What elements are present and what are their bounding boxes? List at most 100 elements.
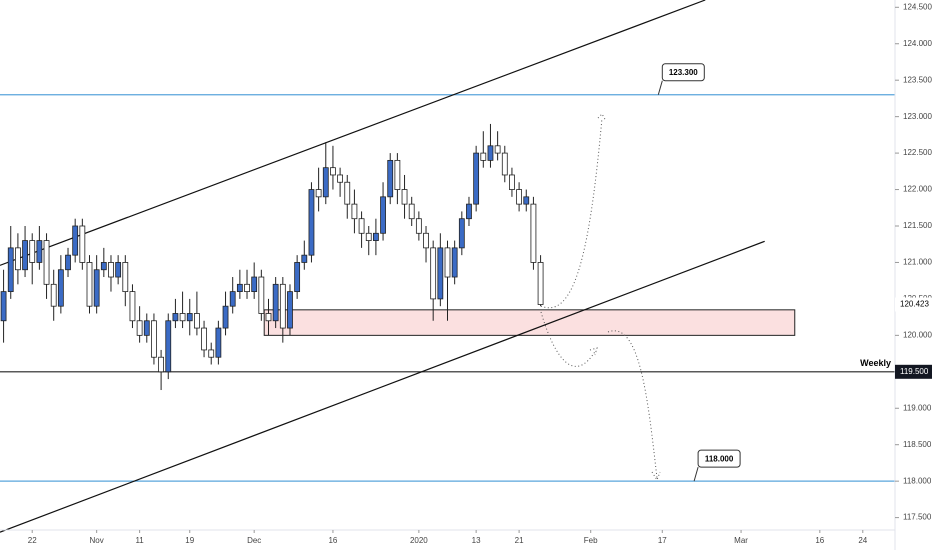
candle-body (179, 313, 186, 322)
candle-body (172, 313, 179, 322)
candle-body (36, 240, 43, 263)
candle-body (308, 189, 315, 256)
level-label: 118.000 (705, 454, 734, 463)
candle-body (351, 203, 358, 220)
level-callout (657, 80, 663, 95)
candle-body (29, 240, 36, 263)
x-tick-label: Feb (584, 536, 598, 545)
x-tick-label: 13 (472, 536, 481, 545)
y-tick-label: 121.000 (903, 258, 932, 267)
candle-body (437, 247, 444, 300)
last-price-badge (895, 297, 932, 312)
candle-body (358, 218, 365, 234)
x-tick-label: 21 (515, 536, 524, 545)
candle-body (50, 283, 57, 307)
candle-body (57, 269, 64, 307)
x-tick-label: 17 (658, 536, 667, 545)
y-tick-label: 123.000 (903, 112, 932, 121)
candle-body (466, 203, 472, 220)
candle-body (93, 269, 100, 307)
candle-body (215, 327, 222, 358)
y-tick-label: 118.000 (903, 476, 932, 485)
candle-body (330, 167, 336, 176)
candle-body (136, 320, 143, 336)
last-price-label: 120.423 (900, 300, 929, 309)
x-tick-label: 22 (28, 536, 37, 545)
overlay: 117.500 118.000 118.500 119.000 119.500 120.0… (28, 2, 932, 545)
y-tick-label: 122.500 (903, 148, 932, 157)
candle-body (530, 203, 537, 263)
channel-line (0, 240, 765, 533)
y-tick-label: 118.500 (903, 440, 932, 449)
candle-body (22, 240, 28, 271)
candle-body (408, 203, 415, 220)
x-tick-label: Mar (734, 536, 748, 545)
arrow-dip-head (589, 347, 598, 356)
candle-body (387, 159, 394, 198)
candle-body (344, 181, 351, 205)
candle-body (65, 254, 71, 271)
candle-body (7, 247, 14, 293)
candle-body (79, 225, 86, 263)
candle-body (208, 349, 215, 358)
x-tick-label: 2020 (410, 536, 428, 545)
level-label: 123.300 (669, 68, 698, 77)
candle-body (451, 247, 458, 278)
candle-body (236, 283, 243, 293)
candle-body (322, 167, 329, 198)
candle-body (122, 262, 129, 293)
y-tick-label: 117.500 (903, 513, 932, 522)
y-tick-label: 124.000 (903, 39, 932, 48)
candle-body (415, 218, 422, 234)
x-tick-label: 24 (858, 536, 867, 545)
x-tick-label: 16 (328, 536, 337, 545)
arrow-dip-path (540, 311, 597, 367)
level-label-box (661, 63, 705, 82)
arrow-up-head (597, 113, 607, 122)
candle-body (301, 254, 308, 263)
y-tick-label: 124.500 (903, 2, 932, 11)
candle-body (193, 313, 200, 329)
x-tick-label: 11 (135, 536, 144, 545)
candle-body (272, 283, 279, 322)
candle-body (537, 262, 544, 305)
y-tick-label: 120.000 (903, 330, 932, 339)
candle-body (337, 174, 344, 183)
candle-body (487, 145, 494, 161)
candle-body (115, 262, 122, 278)
weekly-badge (895, 364, 932, 379)
weekly-badge-label: 119.500 (900, 367, 929, 376)
level-label-box (697, 449, 741, 468)
x-tick-label: 19 (185, 536, 194, 545)
candle-body (380, 196, 386, 234)
candle-body (0, 291, 7, 322)
candle-body (279, 283, 286, 329)
candle-body (86, 262, 93, 307)
candle-body (372, 232, 379, 241)
projection-arrows (540, 113, 661, 482)
channel-line (0, 0, 706, 266)
candle-body (158, 356, 165, 373)
candle-body (186, 313, 193, 322)
level-callout (693, 467, 699, 482)
candle-body (458, 218, 465, 249)
candle-body (151, 320, 157, 358)
candle-body (423, 232, 429, 249)
plot-area (0, 0, 895, 533)
candle-body (473, 152, 480, 205)
candle-body (509, 174, 515, 190)
y-tick-label: 121.500 (903, 221, 932, 230)
y-tick-label: 123.500 (903, 75, 932, 84)
weekly-text: Weekly (860, 358, 891, 368)
candle-body (129, 291, 136, 322)
x-tick-label: 16 (815, 536, 824, 545)
candle-body (222, 305, 229, 329)
candle-body (444, 247, 451, 278)
x-tick-label: Dec (247, 536, 261, 545)
candle-body (100, 262, 107, 271)
candle-body (265, 313, 272, 322)
candle-body (258, 276, 265, 314)
y-tick-label: 119.000 (903, 403, 932, 412)
